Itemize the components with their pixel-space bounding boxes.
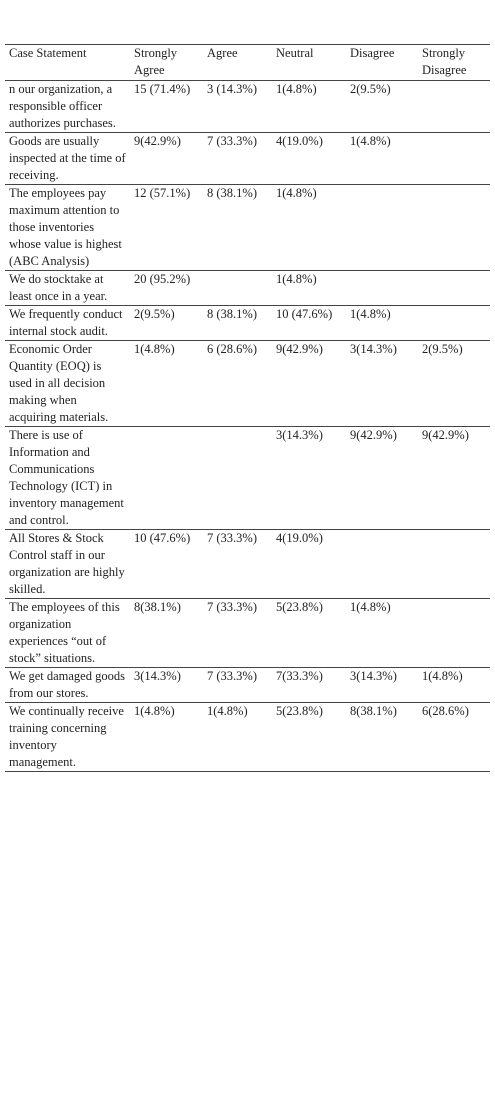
count-cell: 8 (38.1%) [203, 305, 272, 341]
empty-cell [418, 184, 490, 271]
count-cell: 9(42.9%) [130, 132, 203, 185]
header-cell: Neutral [272, 44, 346, 81]
table-body: n our organization, a responsible office… [5, 80, 490, 772]
count-cell: 7 (33.3%) [203, 529, 272, 599]
count-cell: 1(4.8%) [418, 667, 490, 703]
table-row: We get damaged goods from our stores. 3(1… [5, 667, 490, 703]
count-cell: 3(14.3%) [346, 667, 418, 703]
count-cell: 1(4.8%) [130, 340, 203, 427]
count-cell: 7 (33.3%) [203, 667, 272, 703]
count-cell: 7 (33.3%) [203, 598, 272, 668]
empty-cell [130, 426, 203, 530]
table-row: The employees of this organization exper… [5, 598, 490, 668]
empty-cell [418, 305, 490, 341]
count-cell: 5(23.8%) [272, 598, 346, 668]
statement-cell: There is use of Information and Communic… [5, 426, 130, 530]
header-cell: Disagree [346, 44, 418, 81]
count-cell: 3(14.3%) [130, 667, 203, 703]
count-cell: 1(4.8%) [130, 702, 203, 772]
empty-cell [346, 270, 418, 306]
table-row: There is use of Information and Communic… [5, 426, 490, 530]
count-cell: 2(9.5%) [130, 305, 203, 341]
empty-cell [418, 132, 490, 185]
count-cell: 1(4.8%) [272, 270, 346, 306]
count-cell: 12 (57.1%) [130, 184, 203, 271]
count-cell: 4(19.0%) [272, 132, 346, 185]
empty-cell [418, 598, 490, 668]
statement-cell: The employees of this organization exper… [5, 598, 130, 668]
count-cell: 6 (28.6%) [203, 340, 272, 427]
count-cell: 1(4.8%) [346, 305, 418, 341]
count-cell: 2(9.5%) [418, 340, 490, 427]
empty-cell [418, 80, 490, 133]
empty-cell [346, 184, 418, 271]
count-cell: 20 (95.2%) [130, 270, 203, 306]
count-cell: 1(4.8%) [346, 132, 418, 185]
count-cell: 3(14.3%) [346, 340, 418, 427]
table-row: The employees pay maximum attention to t… [5, 184, 490, 271]
count-cell: 2(9.5%) [346, 80, 418, 133]
count-cell: 7(33.3%) [272, 667, 346, 703]
count-cell: 9(42.9%) [346, 426, 418, 530]
count-cell: 1(4.8%) [346, 598, 418, 668]
count-cell: 1(4.8%) [272, 80, 346, 133]
count-cell: 5(23.8%) [272, 702, 346, 772]
table-row: Economic Order Quantity (EOQ) is used in… [5, 340, 490, 427]
statement-cell: We do stocktake at least once in a year. [5, 270, 130, 306]
header-cell: Case Statement [5, 44, 130, 81]
count-cell: 1(4.8%) [203, 702, 272, 772]
table-row: Goods are usually inspected at the time … [5, 132, 490, 185]
statement-cell: We frequently conduct internal stock aud… [5, 305, 130, 341]
count-cell: 10 (47.6%) [272, 305, 346, 341]
empty-cell [203, 270, 272, 306]
header-cell: Agree [203, 44, 272, 81]
table-row: We do stocktake at least once in a year.… [5, 270, 490, 306]
count-cell: 6(28.6%) [418, 702, 490, 772]
empty-cell [203, 426, 272, 530]
count-cell: 10 (47.6%) [130, 529, 203, 599]
statement-cell: We get damaged goods from our stores. [5, 667, 130, 703]
count-cell: 4(19.0%) [272, 529, 346, 599]
statement-cell: n our organization, a responsible office… [5, 80, 130, 133]
statement-cell: We continually receive training concerni… [5, 702, 130, 772]
table-row: We continually receive training concerni… [5, 702, 490, 772]
count-cell: 8 (38.1%) [203, 184, 272, 271]
count-cell: 3(14.3%) [272, 426, 346, 530]
empty-cell [418, 270, 490, 306]
count-cell: 9(42.9%) [418, 426, 490, 530]
statement-cell: Goods are usually inspected at the time … [5, 132, 130, 185]
header-cell: Strongly Disagree [418, 44, 490, 81]
table-wrap: Case Statement Strongly Agree Agree Neutral… [5, 44, 490, 772]
table-row: n our organization, a responsible office… [5, 80, 490, 133]
empty-cell [346, 529, 418, 599]
header-cell: Strongly Agree [130, 44, 203, 81]
empty-cell [418, 529, 490, 599]
count-cell: 3 (14.3%) [203, 80, 272, 133]
count-cell: 9(42.9%) [272, 340, 346, 427]
statement-cell: All Stores & Stock Control staff in our … [5, 529, 130, 599]
statement-cell: Economic Order Quantity (EOQ) is used in… [5, 340, 130, 427]
count-cell: 1(4.8%) [272, 184, 346, 271]
statement-cell: The employees pay maximum attention to t… [5, 184, 130, 271]
count-cell: 8(38.1%) [130, 598, 203, 668]
count-cell: 15 (71.4%) [130, 80, 203, 133]
table-row: All Stores & Stock Control staff in our … [5, 529, 490, 599]
header-row: Case Statement Strongly Agree Agree Neutral… [5, 44, 490, 81]
count-cell: 8(38.1%) [346, 702, 418, 772]
count-cell: 7 (33.3%) [203, 132, 272, 185]
survey-table: Case Statement Strongly Agree Agree Neutral… [5, 44, 490, 772]
table-row: We frequently conduct internal stock aud… [5, 305, 490, 341]
